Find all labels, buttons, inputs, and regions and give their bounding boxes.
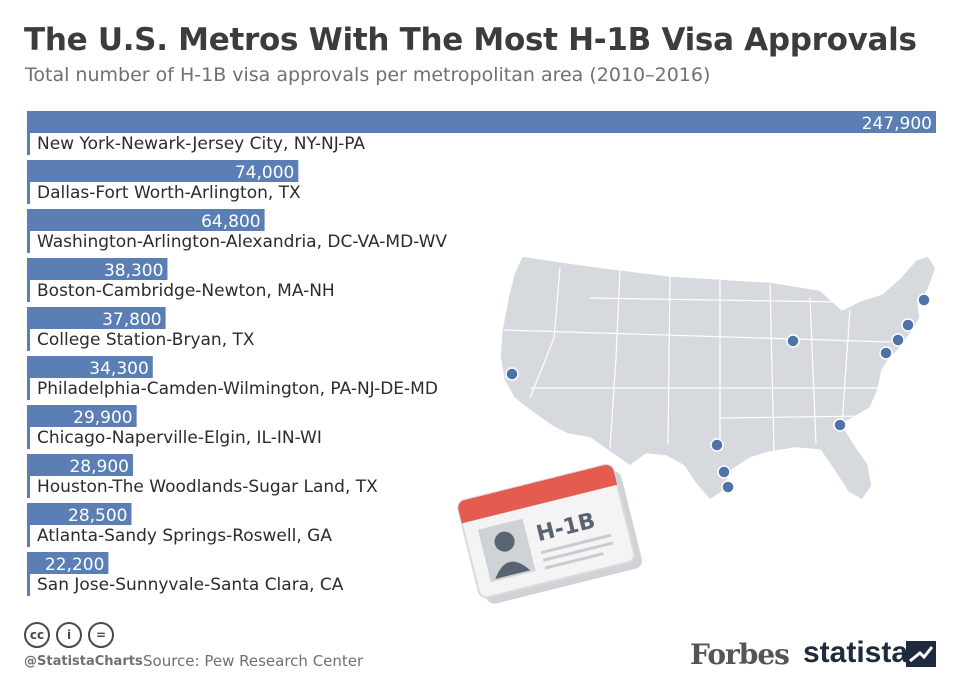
category-label: New York-Newark-Jersey City, NY-NJ-PA — [37, 134, 365, 154]
marker-san-jose — [505, 367, 519, 381]
value-label: 22,200 — [45, 555, 104, 575]
us-map-shape — [499, 255, 937, 501]
by-icon: i — [56, 622, 82, 648]
category-label: Chicago-Naperville-Elgin, IL-IN-WI — [37, 428, 322, 448]
map-markers — [505, 293, 931, 494]
marker-college-station — [717, 465, 731, 479]
chart-subtitle: Total number of H-1B visa approvals per … — [25, 64, 711, 86]
category-label: Dallas-Fort Worth-Arlington, TX — [37, 183, 301, 203]
cc-icon: cc — [24, 622, 50, 648]
marker-philadelphia — [891, 333, 905, 347]
h1b-badge-illustration: H-1B — [457, 464, 642, 604]
category-label: Philadelphia-Camden-Wilmington, PA-NJ-DE… — [37, 379, 438, 399]
value-label: 74,000 — [235, 163, 294, 183]
bar — [27, 503, 132, 525]
chart-title: The U.S. Metros With The Most H-1B Visa … — [24, 22, 917, 58]
statista-logo[interactable]: statista — [803, 636, 909, 669]
bar — [27, 258, 168, 280]
value-label: 28,900 — [69, 457, 128, 477]
bar — [27, 209, 265, 231]
value-label: 38,300 — [104, 261, 163, 281]
category-label: Washington-Arlington-Alexandria, DC-VA-M… — [37, 232, 447, 252]
bar — [27, 405, 137, 427]
statista-handle[interactable]: @StatistaCharts — [24, 654, 143, 669]
forbes-logo[interactable]: Forbes — [690, 638, 790, 671]
marker-new-york — [901, 318, 915, 332]
us-map-illustration — [499, 255, 937, 501]
bar — [27, 160, 299, 182]
source-note: Source: Pew Research Center — [143, 652, 364, 670]
value-label: 37,800 — [102, 310, 161, 330]
category-label: Houston-The Woodlands-Sugar Land, TX — [37, 477, 378, 497]
bar — [27, 307, 166, 329]
marker-atlanta — [833, 418, 847, 432]
value-label: 29,900 — [73, 408, 132, 428]
marker-houston — [721, 480, 735, 494]
value-label: 64,800 — [201, 212, 260, 232]
marker-chicago — [786, 334, 800, 348]
bar — [27, 356, 153, 378]
value-label: 28,500 — [68, 506, 127, 526]
marker-dallas — [710, 438, 724, 452]
nd-icon: = — [88, 622, 114, 648]
license-icons: cc i = — [24, 622, 114, 648]
category-label: College Station-Bryan, TX — [37, 330, 255, 350]
marker-washington — [879, 346, 893, 360]
category-label: Atlanta-Sandy Springs-Roswell, GA — [37, 526, 332, 546]
category-label: Boston-Cambridge-Newton, MA-NH — [37, 281, 335, 301]
bar-group: 247,900 New York-Newark-Jersey City, NY-N… — [27, 111, 936, 155]
bar — [27, 552, 109, 574]
bar — [27, 454, 133, 476]
state-borders — [503, 267, 891, 453]
marker-boston — [917, 293, 931, 307]
category-label: San Jose-Sunnyvale-Santa Clara, CA — [37, 575, 344, 595]
statista-mark-icon — [906, 641, 936, 667]
value-label: 34,300 — [89, 359, 148, 379]
bar — [27, 111, 936, 133]
value-label: 247,900 — [862, 114, 932, 134]
